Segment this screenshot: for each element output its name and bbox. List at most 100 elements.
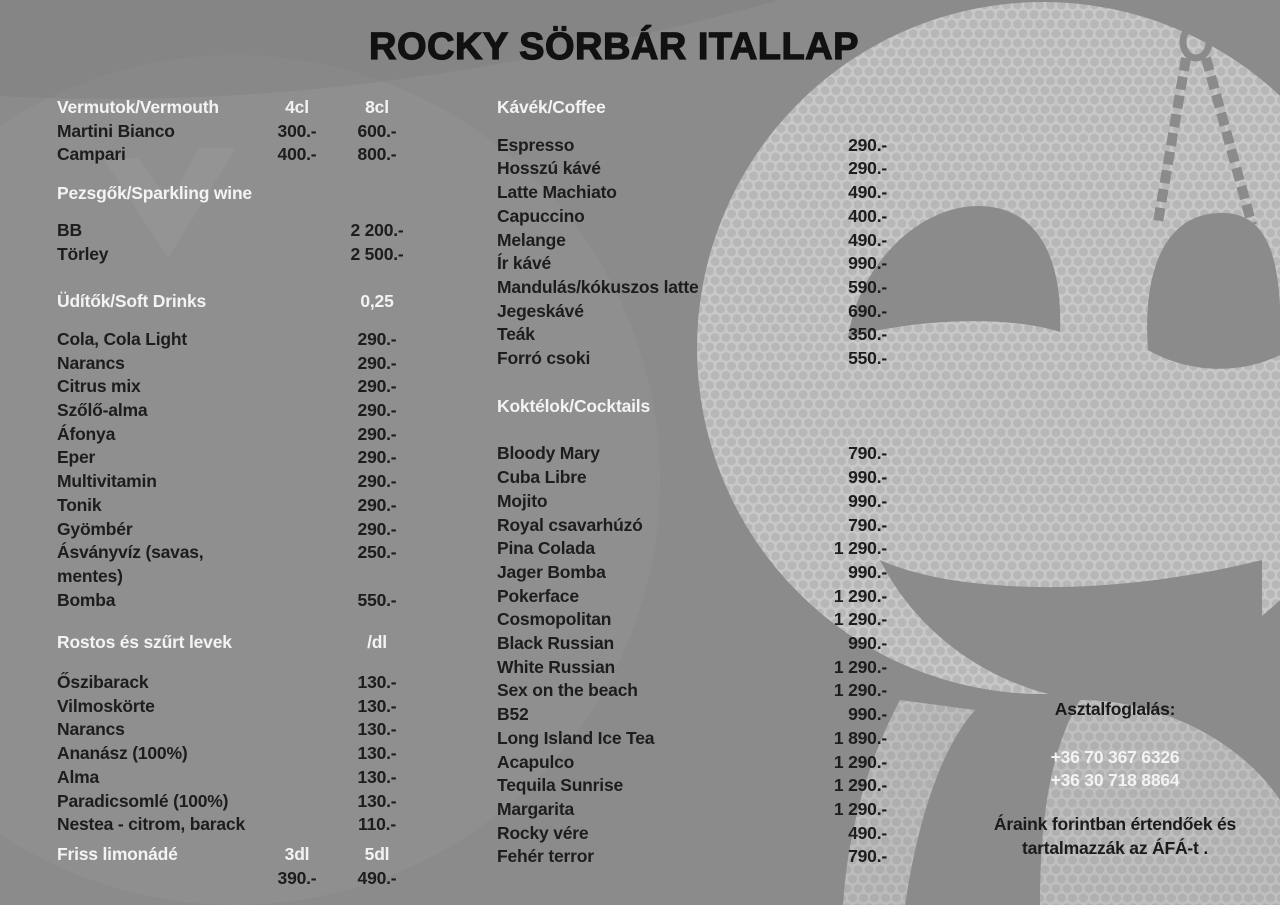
menu-item-row: Alma 130.- bbox=[57, 766, 417, 790]
item-price bbox=[257, 518, 337, 542]
menu-item-row: Black Russian 990.- bbox=[497, 632, 889, 656]
item-price: 1 290.- bbox=[833, 775, 887, 796]
item-name: Teák bbox=[497, 324, 535, 345]
left-menu-column: Vermutok/Vermouth 4cl 8cl Martini Bianco 300… bbox=[57, 96, 417, 890]
item-name: Vilmoskörte bbox=[57, 695, 155, 716]
menu-item-row: White Russian 1 290.- bbox=[497, 656, 889, 680]
menu-item-row: Őszibarack 130.- bbox=[57, 671, 417, 695]
item-price: 2 500.- bbox=[350, 243, 404, 264]
item-name: Capuccino bbox=[497, 205, 585, 226]
item-price: 130.- bbox=[357, 766, 397, 787]
item-name: Ír kávé bbox=[497, 253, 552, 274]
item-name: Tonik bbox=[57, 494, 102, 515]
item-price bbox=[257, 695, 337, 719]
item-name: Tequila Sunrise bbox=[497, 775, 624, 796]
item-name: Őszibarack bbox=[57, 672, 149, 693]
item-name: Narancs bbox=[57, 352, 125, 373]
item-name: Rocky vére bbox=[497, 822, 589, 843]
item-price: 290.- bbox=[357, 423, 397, 444]
item-price bbox=[257, 446, 337, 470]
item-price: 350.- bbox=[848, 324, 887, 345]
menu-item-row: Ásványvíz (savas, mentes) 250.- bbox=[57, 541, 417, 588]
item-name: Pina Colada bbox=[497, 538, 595, 559]
section-items: 390.- 490.- bbox=[57, 867, 417, 891]
hanging-chains bbox=[1153, 22, 1257, 227]
item-name: Hosszú kávé bbox=[497, 158, 601, 179]
section-items: Martini Bianco 300.- 600.- Campari 400.- 800.… bbox=[57, 120, 417, 167]
item-name: Bomba bbox=[57, 589, 116, 610]
item-price bbox=[257, 742, 337, 766]
item-price: 130.- bbox=[357, 719, 397, 740]
item-name: BB bbox=[57, 219, 82, 240]
item-price bbox=[257, 671, 337, 695]
item-name: Gyömbér bbox=[57, 518, 133, 539]
item-name: Forró csoki bbox=[497, 348, 591, 369]
section-items: Őszibarack 130.- Vilmoskörte 130.- Narancs 13… bbox=[57, 671, 417, 837]
item-name: Martini Bianco bbox=[57, 120, 175, 141]
item-price bbox=[257, 352, 337, 376]
item-name: Eper bbox=[57, 447, 96, 468]
item-price: 990.- bbox=[848, 467, 887, 488]
item-price: 1 290.- bbox=[833, 680, 887, 701]
column-header: /dl bbox=[367, 632, 387, 653]
menu-item-row: Áfonya 290.- bbox=[57, 423, 417, 447]
section-header: Vermutok/Vermouth bbox=[57, 97, 219, 117]
column-header: 4cl bbox=[285, 97, 309, 117]
item-price: 490.- bbox=[848, 229, 887, 250]
item-price bbox=[257, 718, 337, 742]
item-price: 390.- bbox=[277, 867, 317, 888]
item-price: 1 290.- bbox=[833, 798, 887, 819]
section-header: Koktélok/Cocktails bbox=[497, 395, 650, 416]
menu-item-row: Tequila Sunrise 1 290.- bbox=[497, 774, 889, 798]
menu-item-row: Mojito 990.- bbox=[497, 490, 889, 514]
background-watermark-shapes bbox=[0, 0, 780, 905]
column-header bbox=[337, 182, 417, 206]
item-name: Jager Bomba bbox=[497, 561, 606, 582]
item-name: Pokerface bbox=[497, 585, 579, 606]
section-items: Cola, Cola Light 290.- Narancs 290.- Citrus … bbox=[57, 328, 417, 612]
middle-menu-column: Kávék/Coffee Espresso 290.- Hosszú kávé 290.… bbox=[497, 96, 889, 869]
item-price: 590.- bbox=[848, 276, 887, 297]
item-price: 130.- bbox=[357, 672, 397, 693]
item-name: Narancs bbox=[57, 719, 125, 740]
item-price: 490.- bbox=[848, 822, 887, 843]
menu-item-row: Forró csoki 550.- bbox=[497, 347, 889, 371]
item-price bbox=[257, 813, 337, 837]
section-header: Rostos és szűrt levek bbox=[57, 632, 232, 653]
column-header: 8cl bbox=[365, 97, 389, 117]
item-price: 690.- bbox=[848, 300, 887, 321]
price-note: Áraink forintban értendőek és tartalmazz… bbox=[950, 813, 1280, 860]
item-name: Citrus mix bbox=[57, 376, 141, 397]
item-price bbox=[257, 541, 337, 588]
section-header-row: Rostos és szűrt levek/dl bbox=[57, 631, 417, 655]
menu-item-row: Bomba 550.- bbox=[57, 589, 417, 613]
menu-item-row: Royal csavarhúzó 790.- bbox=[497, 514, 889, 538]
item-price: 290.- bbox=[357, 328, 397, 349]
column-header bbox=[257, 182, 337, 206]
item-price bbox=[257, 328, 337, 352]
menu-item-row: Ír kávé 990.- bbox=[497, 252, 889, 276]
item-price: 290.- bbox=[357, 471, 397, 492]
menu-item-row: Szőlő-alma 290.- bbox=[57, 399, 417, 423]
menu-section: Vermutok/Vermouth 4cl 8cl Martini Bianco 300… bbox=[57, 96, 417, 167]
menu-item-row: 390.- 490.- bbox=[57, 867, 417, 891]
item-name: Jegeskávé bbox=[497, 300, 584, 321]
column-header bbox=[789, 395, 889, 419]
menu-item-row: Melange 490.- bbox=[497, 229, 889, 253]
item-name: Törley bbox=[57, 243, 109, 264]
item-price: 990.- bbox=[848, 704, 887, 725]
item-name: Ananász (100%) bbox=[57, 743, 188, 764]
item-price: 290.- bbox=[357, 494, 397, 515]
menu-item-row: Narancs 130.- bbox=[57, 718, 417, 742]
item-name: Cuba Libre bbox=[497, 467, 587, 488]
menu-item-row: Citrus mix 290.- bbox=[57, 375, 417, 399]
menu-item-row: Cosmopolitan 1 290.- bbox=[497, 608, 889, 632]
item-price: 290.- bbox=[357, 447, 397, 468]
item-name: Espresso bbox=[497, 134, 575, 155]
menu-item-row: Long Island Ice Tea 1 890.- bbox=[497, 727, 889, 751]
item-price: 130.- bbox=[357, 790, 397, 811]
menu-item-row: Narancs 290.- bbox=[57, 352, 417, 376]
menu-item-row: Hosszú kávé 290.- bbox=[497, 157, 889, 181]
section-header: Friss limonádé bbox=[57, 843, 178, 864]
